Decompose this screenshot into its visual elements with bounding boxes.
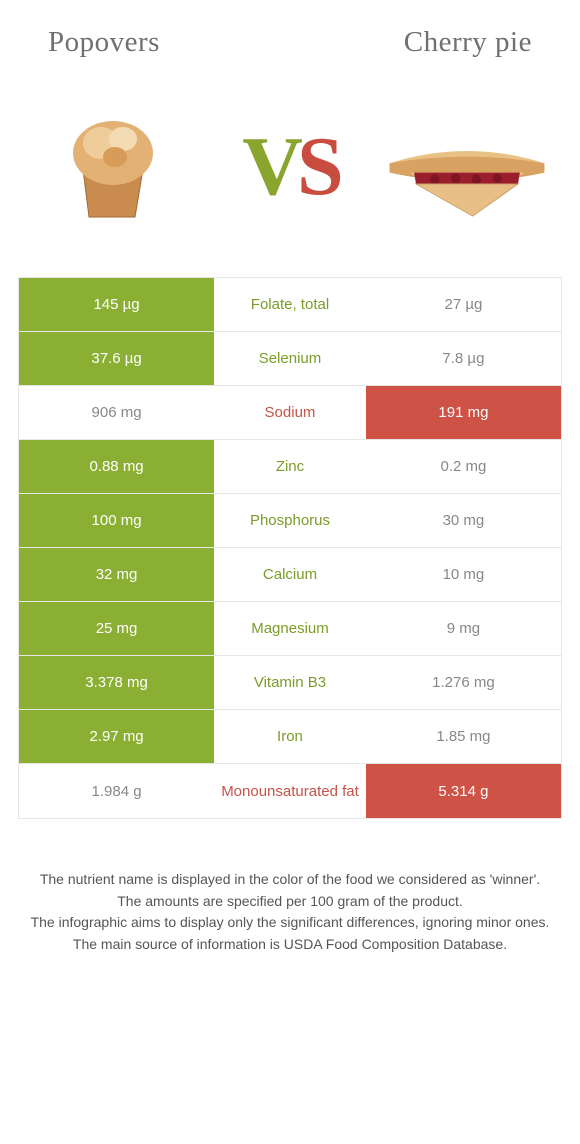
table-row: 145 µgFolate, total27 µg <box>19 278 561 332</box>
footer-line-3: The infographic aims to display only the… <box>30 912 550 934</box>
nutrient-label: Sodium <box>214 386 366 439</box>
left-value: 1.984 g <box>19 764 214 818</box>
table-row: 100 mgPhosphorus30 mg <box>19 494 561 548</box>
food-title-left: Popovers <box>48 26 160 59</box>
vs-v: V <box>242 120 297 213</box>
table-row: 37.6 µgSelenium7.8 µg <box>19 332 561 386</box>
right-value: 1.85 mg <box>366 710 561 763</box>
right-value: 5.314 g <box>366 764 561 818</box>
footer-line-2: The amounts are specified per 100 gram o… <box>30 891 550 913</box>
cherry-pie-image <box>382 87 552 247</box>
left-value: 3.378 mg <box>19 656 214 709</box>
nutrient-label: Iron <box>214 710 366 763</box>
left-value: 906 mg <box>19 386 214 439</box>
left-value: 32 mg <box>19 548 214 601</box>
nutrient-label: Phosphorus <box>214 494 366 547</box>
table-row: 25 mgMagnesium9 mg <box>19 602 561 656</box>
nutrient-label: Monounsaturated fat <box>214 764 366 818</box>
right-value: 9 mg <box>366 602 561 655</box>
table-row: 906 mgSodium191 mg <box>19 386 561 440</box>
table-row: 1.984 gMonounsaturated fat5.314 g <box>19 764 561 818</box>
footer-line-4: The main source of information is USDA F… <box>30 934 550 956</box>
food-title-right: Cherry pie <box>404 26 532 59</box>
nutrient-label: Vitamin B3 <box>214 656 366 709</box>
nutrient-label: Selenium <box>214 332 366 385</box>
footer-notes: The nutrient name is displayed in the co… <box>18 819 562 956</box>
left-value: 25 mg <box>19 602 214 655</box>
table-row: 2.97 mgIron1.85 mg <box>19 710 561 764</box>
right-value: 30 mg <box>366 494 561 547</box>
nutrient-label: Zinc <box>214 440 366 493</box>
right-value: 191 mg <box>366 386 561 439</box>
nutrient-label: Folate, total <box>214 278 366 331</box>
nutrient-label: Magnesium <box>214 602 366 655</box>
header: Popovers Cherry pie <box>18 20 562 77</box>
vs-label: VS <box>242 125 337 209</box>
right-value: 1.276 mg <box>366 656 561 709</box>
table-row: 0.88 mgZinc0.2 mg <box>19 440 561 494</box>
left-value: 145 µg <box>19 278 214 331</box>
left-value: 37.6 µg <box>19 332 214 385</box>
popover-image <box>28 87 198 247</box>
left-value: 2.97 mg <box>19 710 214 763</box>
left-value: 100 mg <box>19 494 214 547</box>
hero-row: VS <box>18 77 562 277</box>
right-value: 10 mg <box>366 548 561 601</box>
right-value: 7.8 µg <box>366 332 561 385</box>
table-row: 32 mgCalcium10 mg <box>19 548 561 602</box>
table-row: 3.378 mgVitamin B31.276 mg <box>19 656 561 710</box>
right-value: 27 µg <box>366 278 561 331</box>
right-value: 0.2 mg <box>366 440 561 493</box>
footer-line-1: The nutrient name is displayed in the co… <box>30 869 550 891</box>
nutrient-label: Calcium <box>214 548 366 601</box>
left-value: 0.88 mg <box>19 440 214 493</box>
nutrient-table: 145 µgFolate, total27 µg37.6 µgSelenium7… <box>18 277 562 819</box>
vs-s: S <box>297 120 338 213</box>
